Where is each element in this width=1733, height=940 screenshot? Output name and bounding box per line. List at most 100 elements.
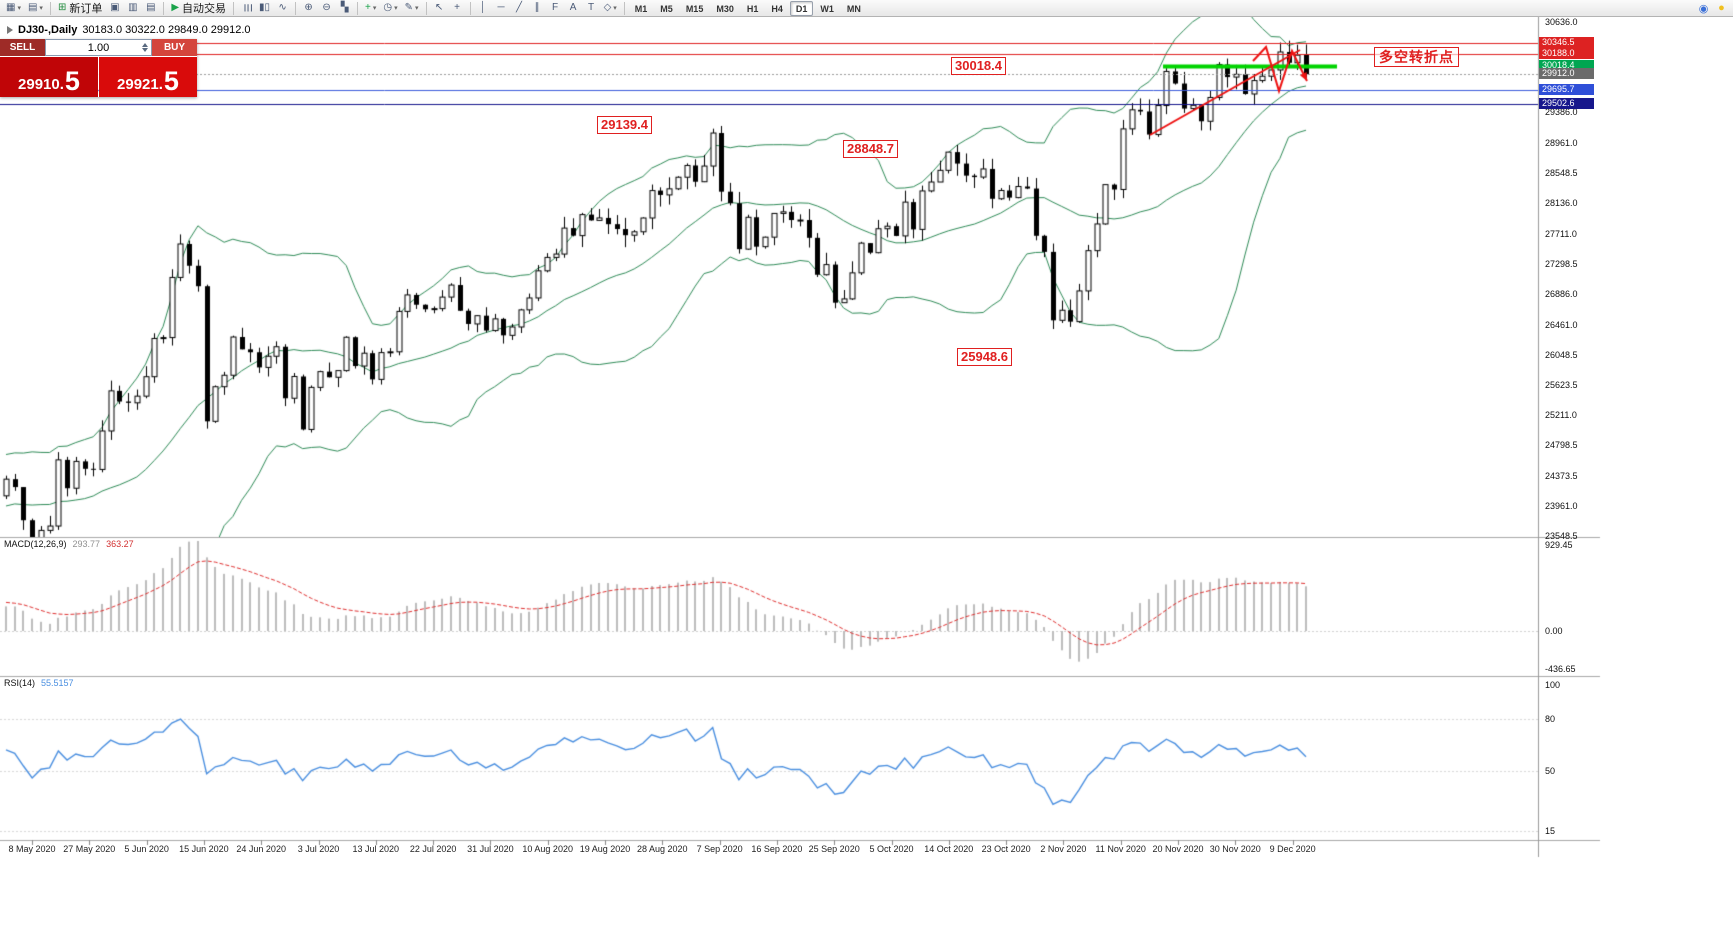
vertical-line-icon: │ bbox=[479, 2, 487, 13]
price-axis-label: 26461.0 bbox=[1545, 319, 1578, 330]
timeframe-w1-button[interactable]: W1 bbox=[820, 3, 834, 14]
rsi-axis-label: 50 bbox=[1545, 765, 1556, 776]
new-chart-icon[interactable]: ▦ ▾ bbox=[3, 1, 24, 16]
label-icon[interactable]: T bbox=[583, 1, 600, 16]
price-callout[interactable]: 29139.4 bbox=[597, 116, 652, 134]
cursor-icon[interactable]: ↖ bbox=[431, 1, 448, 16]
sell-price-pip: 5 bbox=[64, 65, 80, 96]
time-axis-label: 14 Oct 2020 bbox=[924, 844, 974, 854]
time-axis-label: 27 May 2020 bbox=[63, 844, 116, 854]
toolbar-separator bbox=[233, 1, 235, 15]
candlestick-chart-icon[interactable]: ▮▯ bbox=[256, 1, 273, 16]
price-chart-canvas[interactable] bbox=[0, 17, 1733, 940]
new-order-button: ⊞ bbox=[57, 2, 67, 13]
timeframe-m1-button[interactable]: M1 bbox=[634, 3, 648, 14]
market-watch-icon: ▣ bbox=[110, 2, 120, 13]
time-axis-label: 5 Oct 2020 bbox=[869, 844, 914, 854]
dropdown-arrow-icon[interactable]: ▾ bbox=[372, 5, 377, 12]
data-window-icon[interactable]: ▥ bbox=[124, 1, 141, 16]
volume-spinner[interactable] bbox=[140, 41, 150, 54]
autotrading-button: ▶ bbox=[171, 2, 180, 13]
toolbar-separator bbox=[425, 1, 427, 15]
cursor-icon: ↖ bbox=[434, 2, 444, 13]
sell-button[interactable]: SELL bbox=[0, 39, 45, 56]
price-line-badge: 29695.7 bbox=[1539, 83, 1594, 95]
line-chart-icon[interactable]: ∿ bbox=[274, 1, 291, 16]
price-callout[interactable]: 30018.4 bbox=[951, 57, 1006, 75]
price-axis-label: 23548.5 bbox=[1545, 530, 1578, 541]
chart-symbol: DJ30-,Daily bbox=[18, 24, 78, 36]
timeframe-m5-button[interactable]: M5 bbox=[660, 3, 673, 14]
spinner-down-icon[interactable] bbox=[142, 48, 148, 52]
buy-button[interactable]: BUY bbox=[152, 39, 197, 56]
chart-profiles-icon[interactable]: ▤ ▾ bbox=[25, 1, 46, 16]
crosshair-icon[interactable]: + bbox=[449, 1, 466, 16]
dropdown-arrow-icon[interactable]: ▾ bbox=[39, 5, 43, 12]
zoom-in-icon: ⊕ bbox=[304, 2, 313, 13]
price-axis-label: 24798.5 bbox=[1545, 440, 1578, 451]
dropdown-arrow-icon[interactable]: ▾ bbox=[613, 5, 617, 12]
zoom-in-icon[interactable]: ⊕ bbox=[300, 1, 317, 16]
add-indicator-icon[interactable]: + ▾ bbox=[362, 1, 379, 16]
time-axis-label: 23 Oct 2020 bbox=[981, 844, 1031, 854]
chart-title: DJ30-,Daily 30183.0 30322.0 29849.0 2991… bbox=[7, 24, 251, 36]
chart-profiles-icon: ▤ bbox=[27, 2, 38, 13]
timeframe-h1-button[interactable]: H1 bbox=[746, 3, 759, 14]
time-axis-label: 31 Jul 2020 bbox=[467, 844, 514, 854]
rsi-name: RSI(14) bbox=[4, 678, 36, 688]
dropdown-arrow-icon[interactable]: ▾ bbox=[415, 5, 419, 12]
timeframe-m15-button[interactable]: M15 bbox=[685, 3, 704, 14]
price-axis-label: 28961.0 bbox=[1545, 138, 1578, 149]
new-order-button-label: 新订单 bbox=[69, 3, 103, 15]
dropdown-arrow-icon[interactable]: ▾ bbox=[17, 5, 21, 12]
price-axis-label: 25623.5 bbox=[1545, 380, 1578, 391]
market-watch-icon[interactable]: ▣ bbox=[106, 1, 123, 16]
terminal-icon[interactable]: ▤ bbox=[142, 1, 159, 16]
fibonacci-icon[interactable]: F bbox=[547, 1, 564, 16]
periods-icon[interactable]: ◷ ▾ bbox=[380, 1, 400, 16]
tile-windows-icon[interactable]: ▚ bbox=[336, 1, 353, 16]
channel-icon[interactable]: ∥ bbox=[529, 1, 546, 16]
volume-input[interactable]: 1.00 bbox=[45, 39, 152, 56]
time-axis-label: 16 Sep 2020 bbox=[751, 844, 803, 854]
alerts-icon[interactable]: ● bbox=[1718, 2, 1725, 14]
buy-price-main: 29921. bbox=[117, 76, 163, 93]
time-axis-label: 5 Jun 2020 bbox=[124, 844, 169, 854]
horizontal-line-icon: ─ bbox=[497, 2, 505, 13]
zoom-out-icon[interactable]: ⊖ bbox=[318, 1, 335, 16]
time-axis-label: 11 Nov 2020 bbox=[1095, 844, 1146, 854]
new-order-button[interactable]: ⊞ 新订单 bbox=[55, 1, 105, 16]
autotrading-button[interactable]: ▶ 自动交易 bbox=[168, 1, 229, 16]
dropdown-arrow-icon[interactable]: ▾ bbox=[394, 5, 398, 12]
horizontal-line-icon[interactable]: ─ bbox=[493, 1, 510, 16]
price-callout[interactable]: 25948.6 bbox=[957, 348, 1012, 366]
toolbar-separator bbox=[469, 1, 471, 15]
timeframe-h4-button[interactable]: H4 bbox=[771, 3, 783, 14]
autotrading-button-label: 自动交易 bbox=[182, 3, 227, 15]
vertical-line-icon[interactable]: │ bbox=[475, 1, 492, 16]
buy-price[interactable]: 29921. 5 bbox=[99, 57, 197, 97]
turning-point-note[interactable]: 多空转折点 bbox=[1374, 47, 1459, 67]
bar-chart-icon[interactable]: ☰ bbox=[238, 1, 255, 16]
price-axis-label: 30636.0 bbox=[1545, 17, 1578, 27]
toolbar-separator bbox=[295, 1, 297, 15]
timeframe-m30-button[interactable]: M30 bbox=[716, 3, 734, 14]
text-icon[interactable]: A bbox=[565, 1, 582, 16]
time-axis-label: 30 Nov 2020 bbox=[1209, 844, 1261, 854]
community-icon[interactable]: ◉ bbox=[1698, 2, 1709, 15]
price-axis-label: 26048.5 bbox=[1545, 349, 1578, 360]
toolbar-separator bbox=[163, 1, 165, 15]
sell-price[interactable]: 29910. 5 bbox=[0, 57, 98, 97]
data-window-icon: ▥ bbox=[128, 2, 138, 13]
timeframe-d1-button[interactable]: D1 bbox=[789, 0, 814, 16]
spinner-up-icon[interactable] bbox=[142, 43, 148, 47]
timeframe-mn-button[interactable]: MN bbox=[846, 3, 861, 14]
price-callout[interactable]: 28848.7 bbox=[843, 140, 898, 158]
price-axis-label: 28136.0 bbox=[1545, 198, 1578, 209]
shapes-icon[interactable]: ◇ ▾ bbox=[601, 1, 620, 16]
template-icon[interactable]: ✎ ▾ bbox=[402, 1, 422, 16]
trendline-icon[interactable]: ╱ bbox=[511, 1, 528, 16]
price-line-badge: 30188.0 bbox=[1539, 48, 1594, 60]
price-axis-label: 29386.0 bbox=[1545, 107, 1578, 118]
